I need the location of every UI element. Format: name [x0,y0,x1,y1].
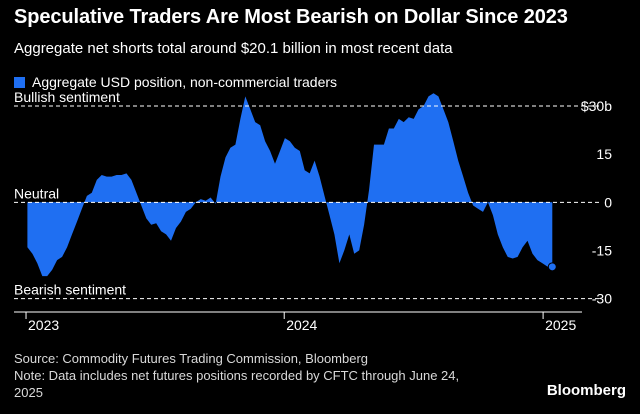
y-tick-label: -15 [592,242,612,258]
legend-swatch [14,76,25,88]
series-area [27,93,553,277]
chart-legend: Aggregate USD position, non-commercial t… [14,74,337,90]
note-text: Note: Data includes net futures position… [14,368,460,400]
x-tick-label: 2023 [28,317,59,333]
x-tick-label: 2025 [545,317,576,333]
y-tick-label: $30b [581,98,612,114]
annotation-label: Neutral [14,185,59,201]
chart-footnote: Source: Commodity Futures Trading Commis… [14,350,484,401]
x-tick-label: 2024 [286,317,317,333]
y-tick-label: -30 [592,291,612,307]
chart-title: Speculative Traders Are Most Bearish on … [14,6,568,28]
bloomberg-logo: Bloomberg [546,382,626,399]
chart-subtitle: Aggregate net shorts total around $20.1 … [14,40,453,57]
source-text: Source: Commodity Futures Trading Commis… [14,351,369,366]
last-point-marker [547,262,557,272]
y-tick-label: 0 [604,194,612,210]
annotation-label: Bullish sentiment [14,89,120,105]
legend-label: Aggregate USD position, non-commercial t… [32,74,338,90]
annotation-label: Bearish sentiment [14,282,126,298]
y-tick-label: 15 [596,146,612,162]
